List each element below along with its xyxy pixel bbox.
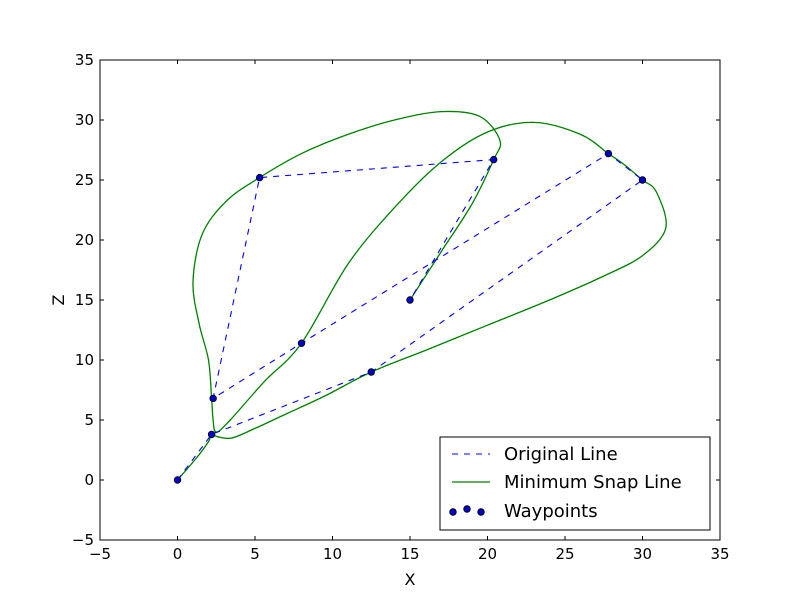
- ticks-layer: −5 0 5 10 15 20 25 30 35 −5 0 5 10 15 20 25 30 35: [72, 51, 730, 563]
- y-tick-label: −5: [72, 531, 94, 549]
- waypoint-marker: [490, 155, 498, 164]
- x-tick-label: 35: [710, 545, 729, 563]
- series-minimum-snap-line: [177, 110, 667, 481]
- legend-swatch-waypoints: [463, 505, 471, 513]
- legend-box: [439, 436, 711, 531]
- legend-label: Original Line: [504, 444, 618, 465]
- series-original-line: [177, 152, 644, 481]
- y-tick-label: 15: [75, 291, 94, 309]
- waypoint-marker: [207, 430, 216, 439]
- x-tick-label: 25: [555, 545, 574, 563]
- x-tick-label: 30: [633, 545, 652, 563]
- waypoint-marker: [604, 149, 613, 158]
- waypoint-marker: [406, 296, 414, 304]
- legend-label: Waypoints: [504, 501, 598, 522]
- x-tick-label: 15: [400, 545, 419, 563]
- y-tick-label: 20: [75, 231, 94, 249]
- y-tick-label: 10: [75, 351, 94, 369]
- x-tick-label: 20: [478, 545, 497, 563]
- y-tick-label: 0: [84, 471, 94, 489]
- waypoint-marker: [255, 173, 264, 182]
- waypoint-marker: [173, 476, 182, 484]
- x-axis-label: X: [405, 570, 416, 589]
- waypoint-marker: [209, 394, 217, 403]
- waypoint-marker: [638, 176, 647, 184]
- y-tick-label: 30: [75, 111, 94, 129]
- y-tick-label: 35: [75, 51, 94, 69]
- x-tick-label: −5: [89, 545, 111, 563]
- x-tick-label: 0: [173, 545, 183, 563]
- waypoint-marker: [367, 368, 375, 376]
- y-axis-label: Z: [49, 294, 68, 305]
- x-tick-label: 5: [250, 545, 260, 563]
- x-tick-label: 10: [323, 545, 342, 563]
- waypoint-marker: [297, 339, 306, 347]
- legend-swatch-waypoints: [477, 508, 485, 516]
- legend-label: Minimum Snap Line: [504, 472, 682, 493]
- y-tick-label: 25: [75, 171, 94, 189]
- legend-swatch-waypoints: [449, 508, 457, 516]
- legend: Original Line Minimum Snap Line Waypoints: [439, 436, 711, 531]
- y-tick-label: 5: [84, 411, 94, 429]
- series-layer: [173, 110, 667, 484]
